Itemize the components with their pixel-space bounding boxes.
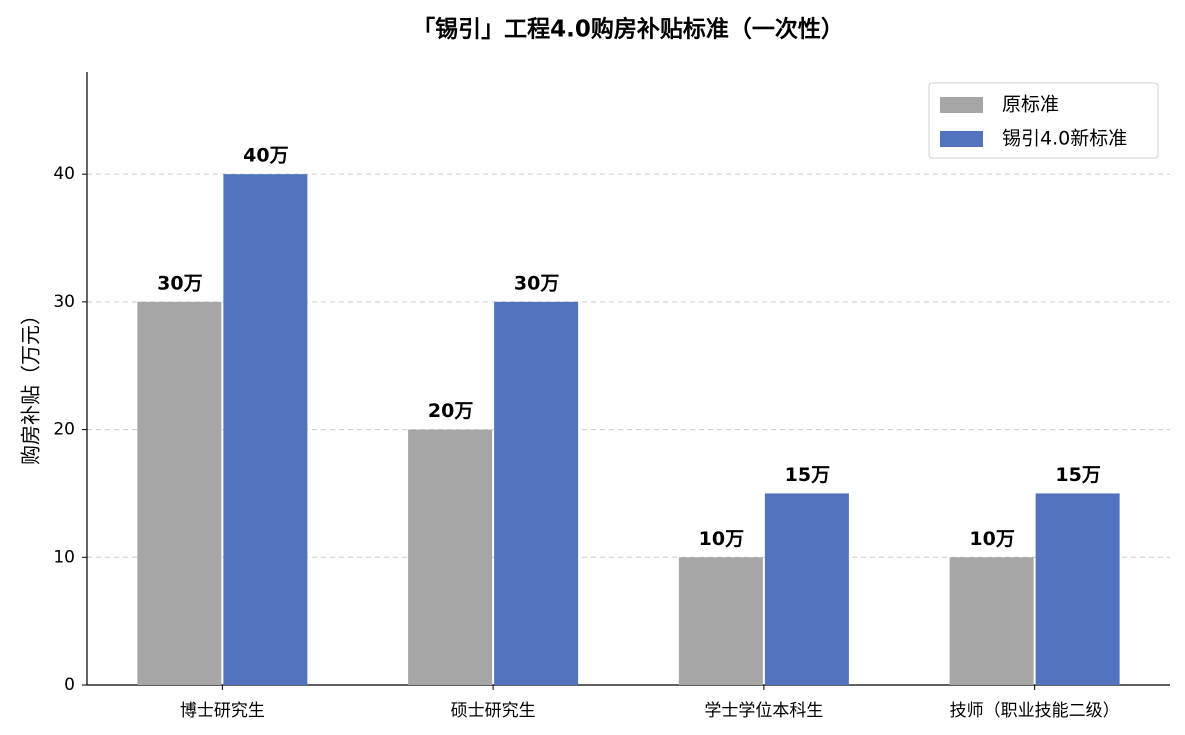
bar [137, 301, 222, 685]
chart-title: 「锡引」工程4.0购房补贴标准（一次性） [412, 16, 844, 43]
value-label: 30万 [514, 272, 559, 294]
bar [764, 493, 849, 685]
legend-label: 锡引4.0新标准 [1002, 128, 1127, 150]
value-label: 40万 [243, 145, 288, 167]
legend-box [928, 82, 1159, 159]
value-label: 30万 [157, 272, 202, 294]
x-tick-label: 博士研究生 [180, 701, 265, 721]
bar [1035, 493, 1120, 685]
y-tick-label: 0 [64, 675, 75, 695]
bar [408, 429, 493, 685]
value-label: 10万 [969, 528, 1014, 550]
x-tick-label: 技师（职业技能二级） [950, 701, 1120, 721]
value-label: 10万 [699, 528, 744, 550]
y-tick-label: 10 [53, 547, 75, 567]
y-tick-label: 40 [53, 164, 75, 184]
bar [949, 557, 1034, 685]
legend-swatch [940, 97, 983, 113]
x-tick-label: 硕士研究生 [451, 701, 536, 721]
legend-label: 原标准 [1002, 94, 1059, 116]
bar [223, 174, 308, 685]
value-label: 20万 [428, 400, 473, 422]
legend-swatch [940, 131, 983, 147]
bar [494, 301, 579, 685]
y-tick-label: 30 [53, 292, 75, 312]
x-tick-label: 学士学位本科生 [704, 701, 823, 721]
value-label: 15万 [785, 464, 830, 486]
bar [678, 557, 763, 685]
y-axis-label: 购房补贴（万元） [19, 305, 43, 465]
y-tick-label: 20 [53, 420, 75, 440]
value-label: 15万 [1055, 464, 1100, 486]
